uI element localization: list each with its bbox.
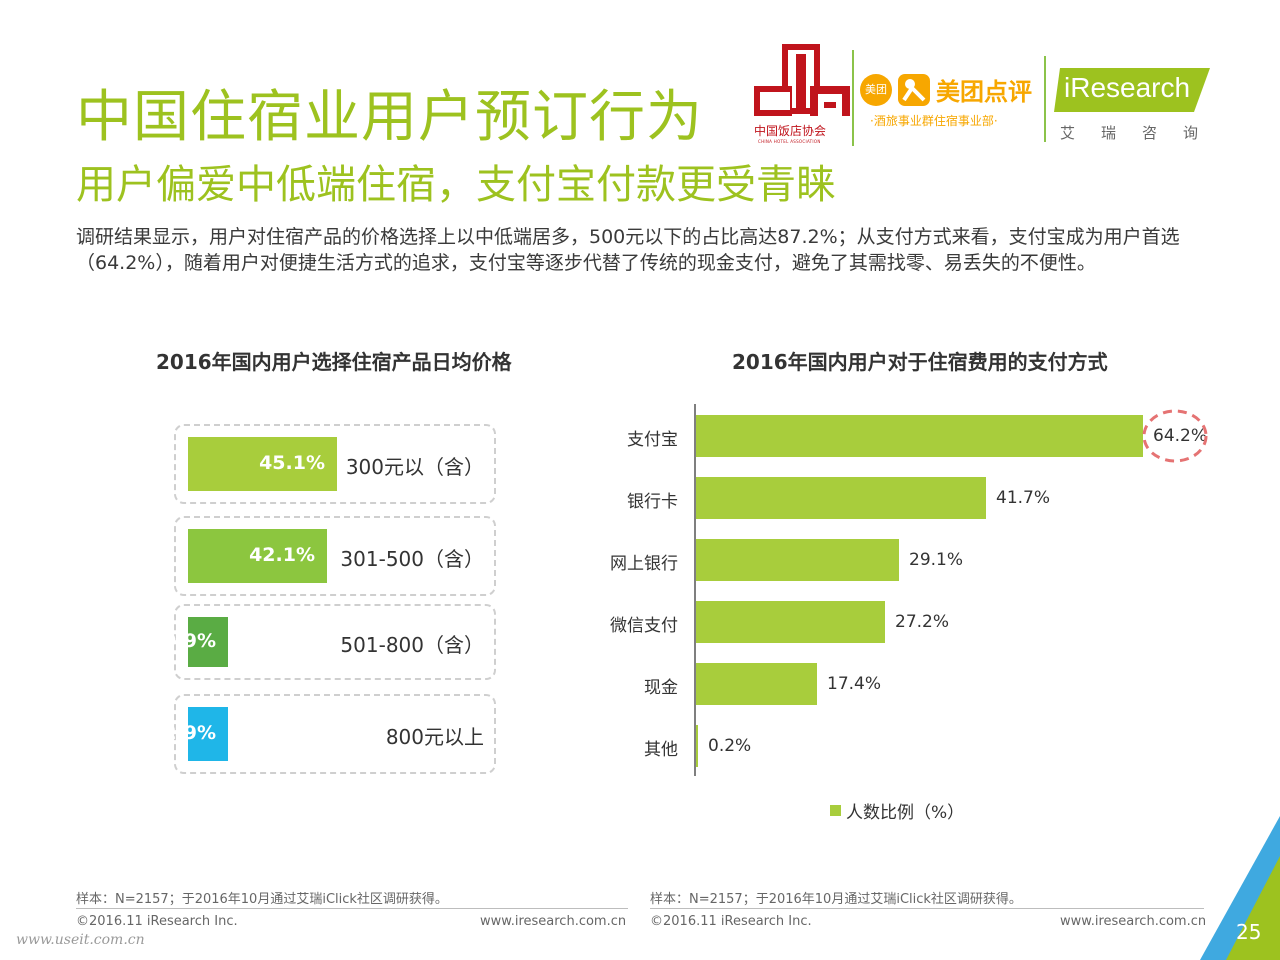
page-subtitle: 用户偏爱中低端住宿，支付宝付款更受青睐 — [76, 162, 836, 208]
category-label: 其他 — [644, 740, 678, 760]
value-label: 29.1% — [909, 550, 964, 570]
value-label: 41.7% — [996, 488, 1051, 508]
price-category-label: 301-500（含） — [340, 547, 484, 571]
cha-building-icon — [754, 44, 850, 116]
meituan-logo: 美团 美团点评 ·酒旅事业群住宿事业部· — [860, 72, 1040, 132]
meituan-name: 美团点评 — [936, 78, 1032, 106]
price-chart-title: 2016年国内用户选择住宿产品日均价格 — [156, 350, 512, 374]
corner-triangle-decoration — [1200, 816, 1280, 960]
footer-divider-left — [76, 908, 628, 909]
legend-swatch — [830, 805, 841, 816]
price-box: 42.1% 301-500（含） — [174, 516, 496, 596]
price-box: 9.9% 501-800（含） — [163, 604, 496, 680]
footer-sample-right: 样本：N=2157；于2016年10月通过艾瑞iClick社区调研获得。 — [650, 892, 1022, 907]
value-label: 17.4% — [827, 674, 882, 694]
price-bar: 42.1% — [188, 529, 327, 583]
legend-label: 人数比例（%） — [846, 803, 965, 823]
payment-bar — [696, 477, 986, 519]
iresearch-banner-icon — [1054, 68, 1210, 112]
logo-divider-2 — [1044, 56, 1046, 142]
footer-copyright-left: ©2016.11 iResearch Inc. — [76, 914, 238, 929]
footer-sample-left: 样本：N=2157；于2016年10月通过艾瑞iClick社区调研获得。 — [76, 892, 448, 907]
category-label: 网上银行 — [610, 554, 678, 574]
footer-copyright-right: ©2016.11 iResearch Inc. — [650, 914, 812, 929]
category-label: 微信支付 — [610, 616, 678, 636]
cha-caption-en: CHINA HOTEL ASSOCIATION — [758, 139, 821, 144]
payment-chart-title: 2016年国内用户对于住宿费用的支付方式 — [732, 350, 1108, 374]
legend: 人数比例（%） — [830, 798, 964, 823]
iresearch-cn: 艾瑞咨询 — [1060, 124, 1225, 142]
footer-url-left[interactable]: www.iresearch.com.cn — [480, 914, 627, 929]
y-axis-line — [694, 404, 696, 776]
category-label: 银行卡 — [627, 492, 678, 512]
payment-bar — [696, 725, 698, 767]
price-bar: 45.1% — [188, 437, 337, 491]
payment-bar — [696, 601, 885, 643]
value-label: 64.2% — [1153, 426, 1208, 446]
price-value-label: 42.1% — [249, 544, 315, 566]
category-label: 现金 — [644, 678, 678, 698]
footer-url-right[interactable]: www.iresearch.com.cn — [1060, 914, 1207, 929]
price-category-label: 300元以（含） — [345, 455, 484, 479]
payment-bar — [696, 539, 899, 581]
price-category-label: 501-800（含） — [340, 633, 484, 657]
cha-caption: 中国饭店协会 — [754, 124, 827, 138]
price-bar: 9.9% — [163, 617, 228, 667]
dianping-icon — [898, 74, 930, 106]
payment-bar — [696, 663, 817, 705]
value-label: 0.2% — [708, 736, 752, 756]
footer-divider-right — [650, 908, 1204, 909]
price-value-label: 9.9% — [163, 630, 216, 652]
value-label: 27.2% — [895, 612, 950, 632]
price-box: 45.1% 300元以（含） — [174, 424, 496, 504]
meituan-badge-icon: 美团 — [860, 74, 892, 106]
category-label: 支付宝 — [627, 430, 678, 450]
iresearch-name: iResearch — [1064, 72, 1191, 103]
price-value-label: 45.1% — [259, 452, 325, 474]
intro-paragraph: 调研结果显示，用户对住宿产品的价格选择上以中低端居多，500元以下的占比高达87… — [76, 226, 1180, 274]
cha-logo: 中国饭店协会 CHINA HOTEL ASSOCIATION — [752, 40, 852, 148]
payment-bar — [696, 415, 1143, 457]
page-title: 中国住宿业用户预订行为 — [76, 85, 703, 150]
page-number: 25 — [1236, 920, 1262, 944]
price-bar: 2.9% — [163, 707, 228, 761]
iresearch-logo: iResearch 艾瑞咨询 — [1054, 66, 1214, 144]
price-value-label: 2.9% — [163, 722, 216, 744]
meituan-dept: ·酒旅事业群住宿事业部· — [870, 114, 998, 128]
highlight-circle — [1142, 409, 1208, 463]
price-box: 2.9% 800元以上 — [163, 694, 496, 774]
logo-divider — [852, 50, 854, 146]
price-category-label: 800元以上 — [385, 725, 484, 749]
watermark: www.useit.com.cn — [16, 932, 145, 948]
